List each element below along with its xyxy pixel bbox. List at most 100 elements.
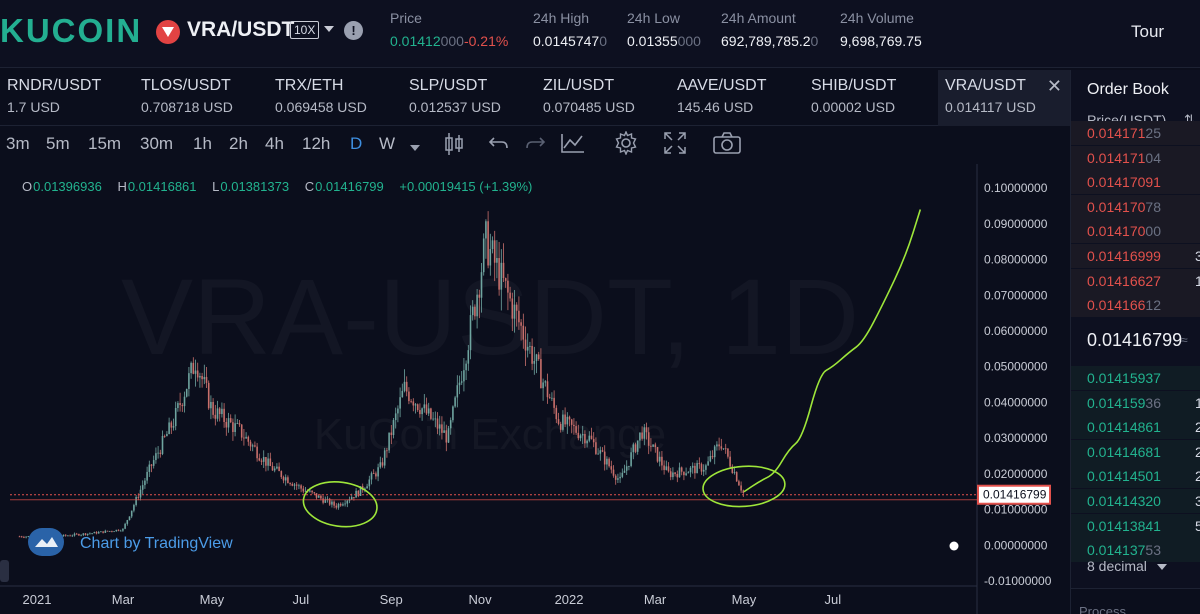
candle [454,395,456,408]
stat-value: 0.01355000 [627,33,701,49]
fullscreen-icon[interactable] [664,132,686,159]
pair-selector[interactable]: VRA/USDT [187,18,295,41]
interval-30m[interactable]: 30m [140,134,174,153]
candle [740,481,742,493]
interval-4h[interactable]: 4h [265,134,284,153]
candle [647,427,650,455]
interval-3m[interactable]: 3m [6,134,30,153]
tab-aave-usdt[interactable]: AAVE/USDT 145.46 USD [670,70,804,126]
ohlc-close: 0.01416799 [315,179,384,194]
interval-12h[interactable]: 12h [302,134,331,153]
ask-row[interactable]: 0.01417000 [1071,219,1200,244]
bid-row[interactable]: 0.01415937 [1071,366,1200,390]
sort-icon[interactable]: ⇅ [1184,112,1195,127]
candle [331,499,333,508]
tab-trx-eth[interactable]: TRX/ETH 0.069458 USD [268,70,402,126]
interval-w[interactable]: W [379,134,396,153]
ask-row[interactable]: 0.01416612 [1071,293,1200,318]
candle [401,383,404,398]
tab-pair: SHIB/USDT [811,77,897,94]
candle [357,490,360,498]
bid-row[interactable]: 0.01415936 1 [1071,390,1200,415]
interval-15m[interactable]: 15m [88,134,122,153]
candle [480,263,483,313]
price-chart[interactable]: VRA-USDT, 1D KuCoin Exchange 0.10000000 0.0… [0,164,1068,614]
tab-rndr-usdt[interactable]: RNDR/USDT 1.7 USD [0,70,134,126]
bid-row[interactable]: 0.01413753 [1071,538,1200,563]
bid-row[interactable]: 0.01414501 2 [1071,464,1200,489]
decimal-selector[interactable]: 8 decimal [1087,558,1147,574]
ask-row[interactable]: 0.01417104 [1071,145,1200,170]
bid-row[interactable]: 0.01414320 3 [1071,489,1200,513]
x-tick-label: May [732,592,757,607]
bid-row[interactable]: 0.01413841 5 [1071,513,1200,538]
candle [141,480,144,495]
interval-1h[interactable]: 1h [193,134,212,153]
candle [91,533,93,535]
tab-shib-usdt[interactable]: SHIB/USDT 0.00002 USD [804,70,938,126]
y-tick-label: 0.03000000 [984,431,1048,445]
settings-icon[interactable] [614,130,638,160]
candle [133,503,135,513]
candle [328,497,331,506]
tab-zil-usdt[interactable]: ZIL/USDT 0.070485 USD [536,70,670,126]
candle [669,467,672,481]
order-price: 0.014170 [1087,198,1146,215]
candle [337,502,340,510]
ohlc-legend: O0.01396936 H0.01416861 L0.01381373 C0.0… [22,179,544,194]
candle [225,418,228,436]
undo-icon[interactable] [488,134,510,159]
candle [458,375,461,395]
candle [716,441,718,451]
interval-5m[interactable]: 5m [46,134,70,153]
y-tick-label: 0.10000000 [984,181,1048,195]
candle [115,529,118,532]
candle [630,447,632,468]
camera-icon[interactable] [713,132,741,159]
candle [504,277,507,288]
interval-2h[interactable]: 2h [229,134,248,153]
ask-row[interactable]: 0.01417091 [1071,170,1200,195]
tradingview-logo[interactable] [28,528,64,556]
chevron-down-icon[interactable] [410,139,420,157]
kucoin-logo[interactable]: KUCOIN [0,12,143,49]
candle [71,534,74,537]
indicators-icon[interactable] [560,132,586,159]
candle [689,466,692,478]
ask-row[interactable]: 0.01416627 1 [1071,268,1200,293]
info-icon[interactable]: ! [344,21,363,40]
candle [493,230,496,282]
order-amount: 2 [1195,468,1200,485]
tab-tlos-usdt[interactable]: TLOS/USDT 0.708718 USD [134,70,268,126]
close-icon[interactable]: ✕ [1046,76,1062,96]
candle [69,534,71,537]
candle [559,421,562,433]
redo-icon[interactable] [524,134,546,159]
tour-button[interactable]: Tour [1131,22,1165,41]
interval-d[interactable]: D [350,134,363,153]
candle [507,273,509,311]
candle [287,475,289,484]
candle [100,531,102,533]
candle [656,446,659,463]
order-price: 0.01414681 [1087,443,1161,460]
tab-vra-usdt[interactable]: VRA/USDT 0.014117 USD ✕ [938,70,1072,126]
tradingview-link[interactable]: Chart by TradingView [80,535,233,552]
bid-row[interactable]: 0.01414861 2 [1071,415,1200,440]
ask-row[interactable]: 0.01417125 [1071,121,1200,145]
candle [432,412,434,421]
candle [645,422,648,440]
candle [658,451,661,467]
tab-slp-usdt[interactable]: SLP/USDT 0.012537 USD [402,70,536,126]
chevron-down-icon[interactable] [1157,564,1167,570]
bid-row[interactable]: 0.01414681 2 [1071,439,1200,464]
ask-row[interactable]: 0.01417078 [1071,194,1200,219]
candle [711,450,714,460]
chevron-down-icon[interactable] [324,26,334,32]
stat-24h-amount: 24h Amount 692,789,785.20 [721,10,818,49]
candle [720,438,723,451]
candlestick-icon[interactable] [444,130,464,163]
ask-row[interactable]: 0.01416999 3 [1071,244,1200,268]
candle [643,424,646,446]
